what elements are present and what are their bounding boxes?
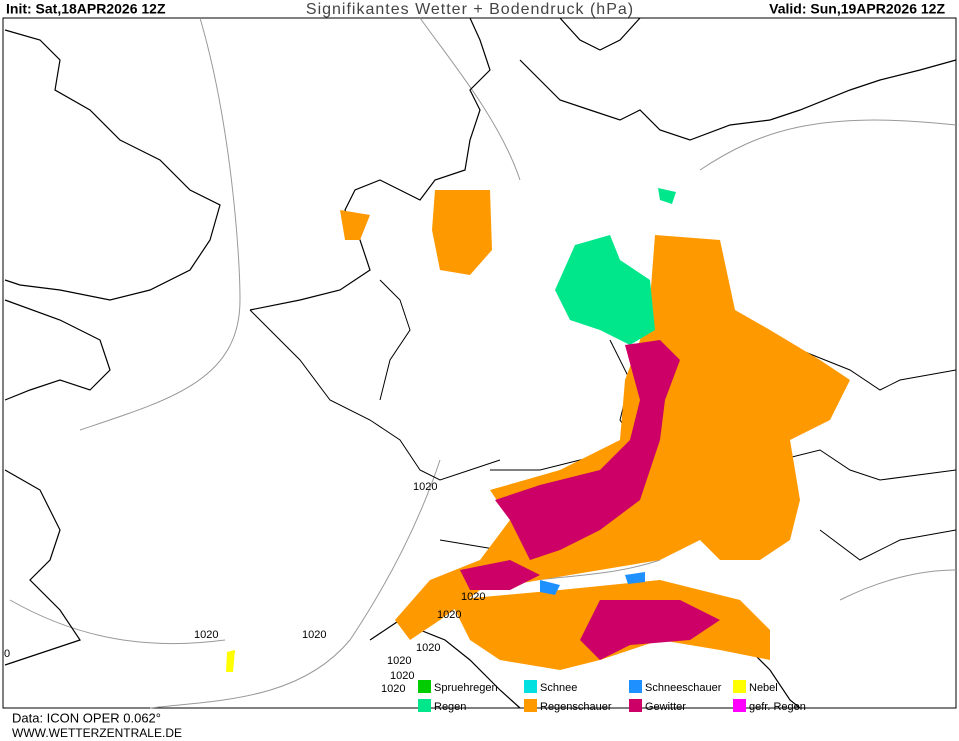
- legend-label: Regenschauer: [540, 701, 612, 713]
- isobar-label: 1020: [387, 655, 411, 667]
- precip-showers: [395, 235, 850, 640]
- isobar-label: 1020: [416, 642, 440, 654]
- coastline: [4, 299, 111, 401]
- legend-swatch: [629, 699, 642, 712]
- legend-swatch: [733, 699, 746, 712]
- init-time: Init: Sat,18APR2026 12Z: [6, 1, 166, 17]
- isobar-label: 1020: [381, 683, 405, 695]
- isobar-label: 0: [4, 648, 10, 660]
- valid-time: Valid: Sun,19APR2026 12Z: [769, 1, 945, 17]
- precip-rain: [658, 188, 676, 204]
- legend: Spruehregen Schnee Schneeschauer Nebel R…: [418, 680, 806, 713]
- precip-snow-showers: [625, 572, 645, 584]
- border: [249, 309, 501, 481]
- coastline: [559, 17, 641, 51]
- legend-label: Spruehregen: [434, 682, 498, 694]
- legend-swatch: [629, 680, 642, 693]
- legend-swatch: [418, 680, 431, 693]
- isobar-label: 1020: [194, 629, 218, 641]
- isobar-label: 1020: [461, 591, 485, 603]
- legend-label: Regen: [434, 701, 466, 713]
- isobar: [149, 459, 441, 709]
- legend-label: Schneeschauer: [645, 682, 722, 694]
- precip-showers: [432, 190, 492, 275]
- data-source: Data: ICON OPER 0.062°: [12, 710, 161, 725]
- legend-label: Gewitter: [645, 701, 686, 713]
- legend-swatch: [524, 680, 537, 693]
- precip-fog: [226, 650, 235, 672]
- legend-label: gefr. Regen: [749, 701, 806, 713]
- legend-swatch: [418, 699, 431, 712]
- isobar: [9, 599, 226, 645]
- coastline: [4, 29, 221, 301]
- coastline: [519, 59, 957, 141]
- isobar-label: 1020: [413, 481, 437, 493]
- border: [819, 529, 957, 561]
- coastline: [249, 17, 491, 311]
- isobar-labels: 1020 1020 1020 1020 1020 1020 1020 1020 …: [4, 481, 485, 695]
- isobar-label: 1020: [437, 609, 461, 621]
- border: [379, 279, 411, 401]
- isobar: [839, 569, 957, 601]
- isobar-label: 1020: [302, 629, 326, 641]
- legend-label: Schnee: [540, 682, 577, 694]
- map-frame: [2, 17, 957, 709]
- map-title: Signifikantes Wetter + Bodendruck (hPa): [306, 1, 634, 18]
- precip-snow-showers: [540, 580, 560, 595]
- precip-thunderstorm: [495, 340, 680, 560]
- legend-swatch: [524, 699, 537, 712]
- precip-showers: [340, 210, 370, 240]
- coastline: [4, 469, 81, 666]
- isobar-label: 1020: [390, 670, 414, 682]
- website: WWW.WETTERZENTRALE.DE: [12, 726, 182, 740]
- isobar: [79, 17, 241, 431]
- legend-label: Nebel: [749, 682, 778, 694]
- precip-thunderstorm: [460, 560, 540, 590]
- legend-swatch: [733, 680, 746, 693]
- precip-rain: [555, 235, 655, 345]
- isobar: [419, 17, 521, 181]
- isobar: [699, 119, 957, 171]
- precip-thunderstorm: [580, 600, 720, 660]
